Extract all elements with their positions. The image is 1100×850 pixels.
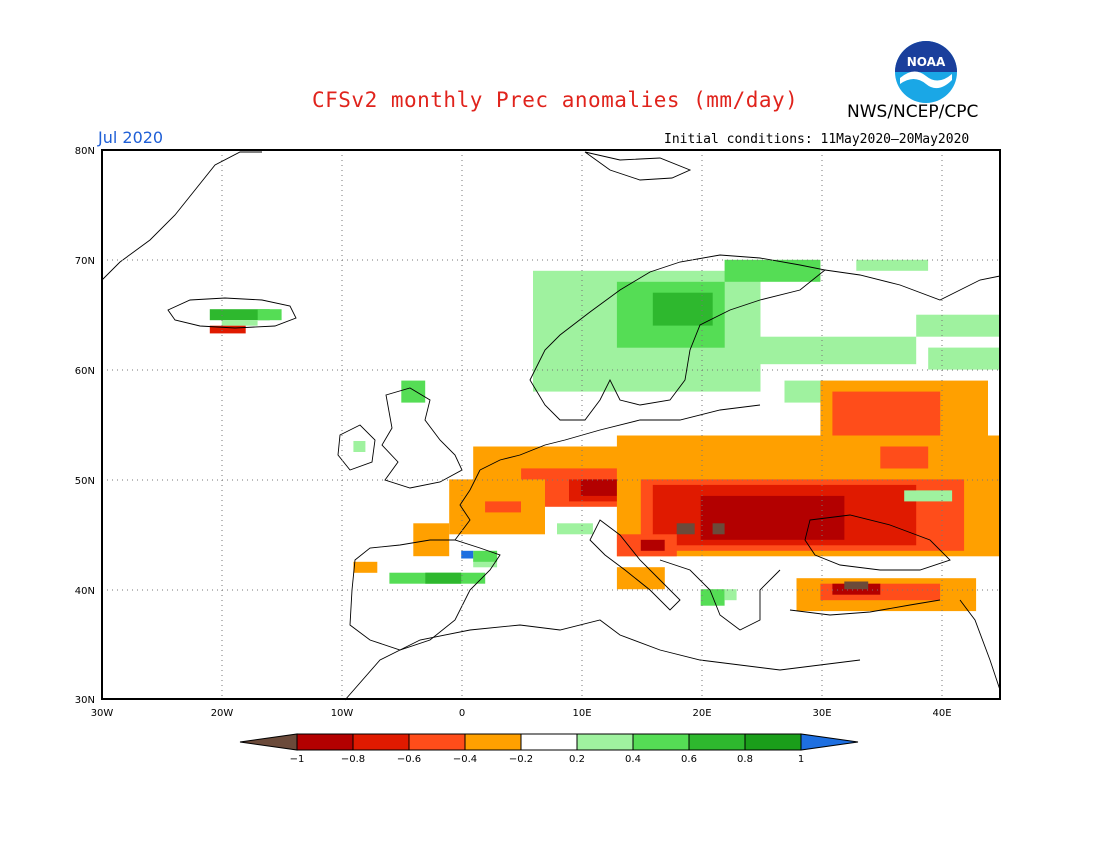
colorbar-label: 0.4 [625, 754, 641, 765]
map-frame [101, 149, 1001, 700]
anomaly-cell-slightly-dry [952, 457, 1000, 469]
colorbar-swatch [632, 733, 690, 751]
anomaly-cell-strong-dry [844, 581, 869, 590]
lon-label: 20E [692, 708, 711, 719]
colorbar-swatch [464, 733, 522, 751]
anomaly-cell-moderate-dry [880, 446, 929, 469]
colorbar-swatch [352, 733, 410, 751]
anomaly-cell-slightly-wet [916, 314, 1000, 337]
colorbar-label: 1 [798, 754, 804, 765]
anomaly-cell-moderate-wet [257, 309, 282, 321]
initial-conditions-label: Initial conditions: 11May2020–20May2020 [664, 132, 970, 147]
lat-label: 40N [75, 586, 95, 597]
anomaly-cell-moderate-wet [473, 550, 498, 562]
anomaly-cell-slightly-wet [904, 490, 953, 502]
lon-label: 20W [211, 708, 234, 719]
colorbar-high-extension [800, 733, 859, 751]
lon-label: 30E [812, 708, 831, 719]
colorbar: −1 −0.8 −0.6 −0.4 −0.2 0.2 0.4 0.6 0.8 1 [239, 733, 859, 765]
colorbar-label: −0.8 [341, 754, 365, 765]
map-title: CFSv2 monthly Prec anomalies (mm/day) [312, 88, 799, 112]
coastlines [101, 151, 1001, 701]
colorbar-label: −0.4 [453, 754, 477, 765]
anomaly-cell-strong-dry [712, 523, 725, 535]
anomaly-cell-slightly-wet [856, 259, 929, 271]
lat-label: 70N [75, 256, 95, 267]
colorbar-swatch [296, 733, 354, 751]
colorbar-label: −1 [290, 754, 305, 765]
lon-label: 10W [331, 708, 354, 719]
agency-label: NWS/NCEP/CPC [847, 102, 979, 122]
anomaly-cell-slightly-wet [221, 320, 258, 326]
anomaly-cell-very-dry [640, 539, 665, 551]
lat-label: 30N [75, 695, 95, 706]
anomaly-cell-slightly-dry [353, 561, 378, 573]
anomaly-cell-moderate-wet [724, 259, 821, 282]
colorbar-label: −0.6 [397, 754, 421, 765]
colorbar-swatch [520, 733, 578, 751]
lat-label: 80N [75, 146, 95, 157]
anomaly-cells [209, 259, 1000, 612]
noaa-logo: NOAA [895, 41, 957, 103]
colorbar-swatch [688, 733, 746, 751]
anomaly-cell-slightly-wet [928, 347, 1000, 370]
lat-axis: 80N 70N 60N 50N 40N 30N [75, 146, 95, 706]
colorbar-swatch [744, 733, 802, 751]
colorbar-swatch [408, 733, 466, 751]
anomaly-cell-moderate-dry [485, 501, 521, 513]
anomaly-cell-slightly-wet [353, 441, 366, 452]
colorbar-label: 0.6 [681, 754, 697, 765]
lon-label: 30W [91, 708, 114, 719]
anomaly-cell-wet [209, 309, 270, 321]
colorbar-swatch [576, 733, 634, 751]
colorbar-label: 0.8 [737, 754, 753, 765]
lon-label: 10E [572, 708, 591, 719]
anomaly-cell-strong-wet [461, 550, 474, 559]
anomaly-cell-very-dry [700, 495, 845, 540]
lat-label: 60N [75, 366, 95, 377]
colorbar-label: −0.2 [509, 754, 533, 765]
anomaly-cell-moderate-dry [832, 391, 941, 436]
anomaly-cell-slightly-wet [760, 336, 917, 365]
colorbar-label: 0.2 [569, 754, 585, 765]
anomaly-cell-slightly-wet [724, 589, 737, 601]
anomaly-cell-moderate-wet [401, 380, 426, 403]
lon-axis: 30W 20W 10W 0 10E 20E 30E 40E [91, 708, 952, 719]
anomaly-cell-strong-dry [676, 523, 695, 535]
lon-label: 40E [932, 708, 951, 719]
anomaly-cell-wet [652, 292, 713, 326]
colorbar-low-extension [239, 733, 298, 751]
anomaly-cell-wet [425, 572, 462, 584]
noaa-logo-text: NOAA [907, 55, 946, 69]
month-label: Jul 2020 [98, 128, 164, 147]
anomaly-cell-dry [209, 325, 246, 334]
lat-label: 50N [75, 476, 95, 487]
lon-label: 0 [459, 708, 465, 719]
anomaly-cell-slightly-wet [557, 523, 593, 535]
